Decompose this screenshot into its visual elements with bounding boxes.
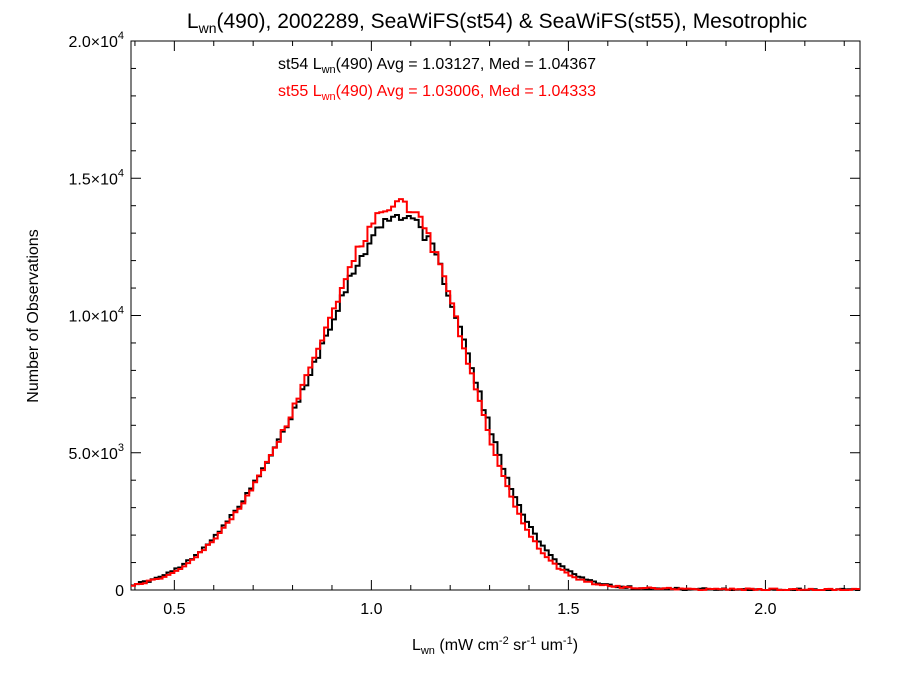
y-tick-label: 5.0×103	[68, 442, 124, 463]
axis-ticks: 0.5 1.0 1.5 2.0 0 5.0×103 1.0×104 1.5×104 2.0×10…	[68, 30, 860, 618]
data-series	[131, 198, 860, 591]
x-axis-label: Lwn (mW cm-2 sr-1 um-1)	[412, 635, 578, 657]
x-tick-label: 1.5	[557, 601, 579, 618]
series-line-0	[131, 213, 860, 591]
chart-title: Lwn(490), 2002289, SeaWiFS(st54) & SeaWi…	[187, 10, 807, 36]
y-tick-label: 2.0×104	[68, 30, 124, 51]
y-tick-label: 1.0×104	[68, 305, 124, 326]
stats-annotation-st55: st55 Lwn(490) Avg = 1.03006, Med = 1.043…	[278, 83, 596, 103]
y-tick-label: 1.5×104	[68, 167, 124, 188]
x-tick-label: 0.5	[163, 601, 185, 618]
x-tick-label: 2.0	[754, 601, 776, 618]
x-tick-label: 1.0	[360, 601, 382, 618]
y-tick-label: 0	[115, 583, 124, 600]
stats-annotation-st54: st54 Lwn(490) Avg = 1.03127, Med = 1.043…	[278, 56, 596, 76]
y-axis-label: Number of Observations	[25, 229, 42, 402]
series-line-1	[131, 198, 860, 591]
